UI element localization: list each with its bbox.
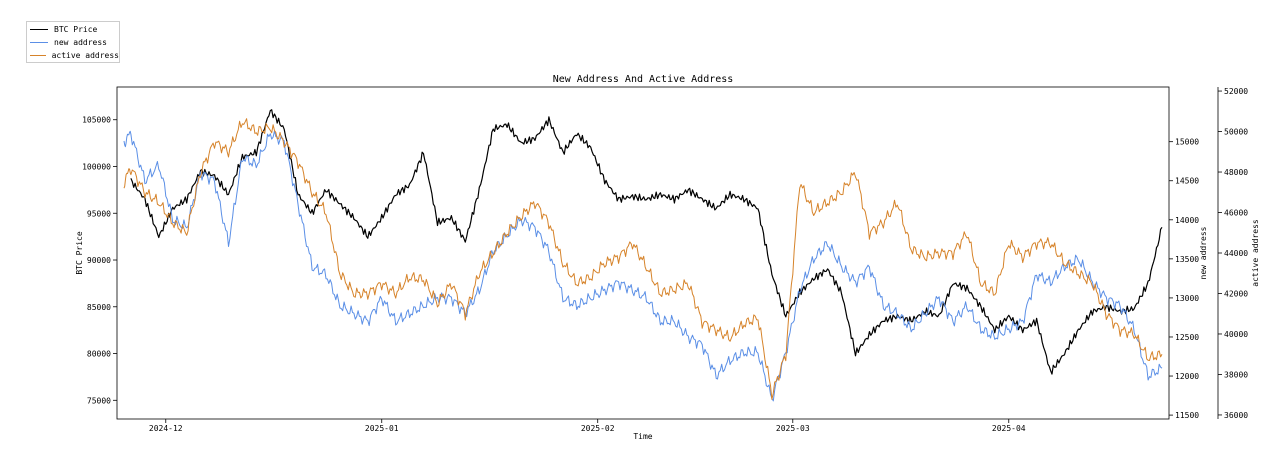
- plot-area-frame: [116, 86, 1170, 420]
- y-new-address-tick-label: 11500: [1175, 411, 1199, 420]
- x-tick-label: 2025-04: [992, 424, 1026, 433]
- y-left-tick-label: 80000: [87, 350, 111, 359]
- y-axis-label-new-address: new address: [1199, 226, 1208, 279]
- x-axis-label: Time: [633, 432, 652, 441]
- legend-swatch-btc-price: [30, 28, 48, 30]
- y-active-address-tick-label: 52000: [1224, 87, 1248, 96]
- x-tick-label: 2024-12: [149, 424, 183, 433]
- y-new-address-tick-label: 13000: [1175, 294, 1199, 303]
- y-new-address-tick-label: 14500: [1175, 177, 1199, 186]
- legend: BTC Price new address active address: [26, 21, 120, 63]
- x-tick-label: 2025-03: [776, 424, 810, 433]
- y-new-address-tick-label: 14000: [1175, 216, 1199, 225]
- y-new-address-tick-label: 13500: [1175, 255, 1199, 264]
- y-active-address-tick-label: 42000: [1224, 289, 1248, 298]
- y-active-address-tick-label: 38000: [1224, 370, 1248, 379]
- x-tick-label: 2025-01: [365, 424, 399, 433]
- y-active-address-tick-label: 44000: [1224, 249, 1248, 258]
- legend-item-btc-price: BTC Price: [27, 23, 119, 35]
- y-active-address-tick-label: 48000: [1224, 168, 1248, 177]
- y-active-address-tick-label: 46000: [1224, 209, 1248, 218]
- x-tick-label: 2025-02: [581, 424, 615, 433]
- series-line-btc-price: [130, 109, 1163, 375]
- legend-swatch-new-address: [30, 41, 48, 43]
- y-left-tick-label: 105000: [82, 116, 111, 125]
- series-layer: [123, 109, 1163, 402]
- legend-swatch-active-address: [30, 54, 46, 56]
- y-axis-label-left: BTC Price: [75, 231, 84, 275]
- y-active-address-tick-label: 36000: [1224, 411, 1248, 420]
- y-axis-label-active-address: active address: [1251, 219, 1260, 287]
- y-new-address-tick-label: 15000: [1175, 138, 1199, 147]
- series-line-active-address: [123, 118, 1163, 400]
- legend-item-active-address: active address: [27, 49, 119, 61]
- y-left-tick-label: 85000: [87, 303, 111, 312]
- y-left-tick-label: 90000: [87, 256, 111, 265]
- y-new-address-tick-label: 12000: [1175, 372, 1199, 381]
- legend-label-btc-price: BTC Price: [54, 24, 98, 34]
- y-left-tick-label: 95000: [87, 209, 111, 218]
- legend-label-active-address: active address: [51, 50, 119, 60]
- legend-label-new-address: new address: [54, 37, 107, 47]
- chart-title: New Address And Active Address: [553, 74, 734, 85]
- y-new-address-tick-label: 12500: [1175, 333, 1199, 342]
- legend-item-new-address: new address: [27, 36, 119, 48]
- y-active-address-tick-label: 50000: [1224, 128, 1248, 137]
- y-left-tick-label: 100000: [82, 162, 111, 171]
- series-line-new-address: [123, 130, 1163, 402]
- y-left-tick-label: 75000: [87, 396, 111, 405]
- y-active-address-tick-label: 40000: [1224, 330, 1248, 339]
